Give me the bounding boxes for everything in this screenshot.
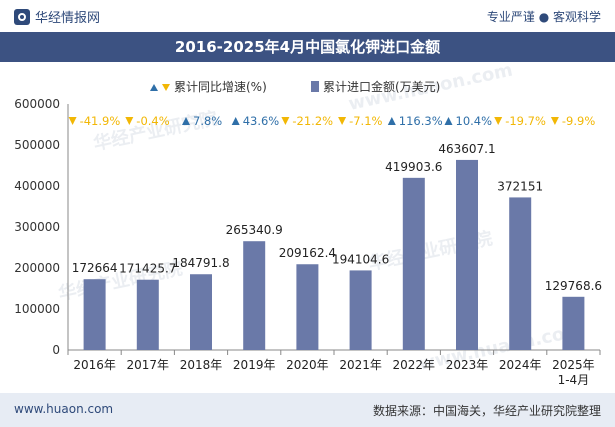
bar-value-label: 172664 [72, 261, 118, 275]
y-tick-label: 600000 [14, 97, 60, 111]
x-tick-label: 2022年 [393, 358, 436, 372]
x-tick-label: 2018年 [180, 358, 223, 372]
bar-value-label: 372151 [497, 179, 543, 193]
growth-down-triangle-icon [338, 117, 347, 125]
x-tick-label: 2023年 [446, 358, 489, 372]
chart-title: 2016-2025年4月中国氯化钾进口金额 [0, 32, 615, 62]
growth-up-triangle-icon [387, 117, 396, 125]
growth-value-label: -21.2% [292, 114, 333, 128]
bar [83, 279, 106, 350]
growth-up-triangle-icon [182, 117, 190, 125]
tagline: 专业严谨 ● 客观科学 [486, 10, 601, 24]
bar-value-label: 129768.6 [545, 279, 602, 293]
growth-value-label: 43.6% [243, 114, 280, 128]
growth-value-label: -19.7% [505, 114, 546, 128]
growth-down-triangle-icon [550, 117, 559, 125]
y-tick-label: 0 [52, 343, 60, 357]
x-tick-label: 2020年 [286, 358, 329, 372]
footer-website: www.huaon.com [14, 402, 114, 416]
bar-value-label: 419903.6 [385, 160, 442, 174]
growth-value-label: 7.8% [193, 114, 222, 128]
growth-value-label: -0.4% [136, 114, 169, 128]
bar-value-label: 194104.6 [332, 252, 389, 266]
legend-up-triangle-icon [150, 84, 158, 91]
bar-value-label: 184791.8 [172, 256, 229, 270]
growth-value-label: 116.3% [399, 114, 443, 128]
x-tick-label: 1-4月 [558, 373, 590, 387]
bar [243, 241, 266, 350]
growth-value-label: 10.4% [456, 114, 493, 128]
x-tick-label: 2025年 [552, 358, 595, 372]
bar [190, 274, 212, 350]
brand: 华经情报网 [14, 7, 100, 26]
brand-logo-icon [14, 8, 30, 25]
footer: www.huaon.com 数据来源：中国海关，华经产业研究院整理 [0, 393, 615, 427]
x-tick-label: 2017年 [127, 358, 170, 372]
legend-down-triangle-icon [162, 84, 170, 91]
growth-up-triangle-icon [231, 117, 240, 125]
growth-value-label: -41.9% [80, 114, 121, 128]
bar [456, 159, 478, 350]
x-tick-label: 2024年 [499, 358, 542, 372]
bar-value-label: 265340.9 [226, 223, 283, 237]
growth-down-triangle-icon [125, 117, 134, 125]
y-tick-label: 300000 [14, 220, 60, 234]
growth-value-label: -7.1% [349, 114, 382, 128]
growth-up-triangle-icon [444, 117, 453, 125]
growth-down-triangle-icon [494, 117, 503, 125]
bar [402, 177, 425, 350]
growth-down-triangle-icon [68, 117, 77, 125]
footer-source: 数据来源：中国海关，华经产业研究院整理 [372, 404, 601, 418]
x-tick-label: 2019年 [233, 358, 276, 372]
chart-canvas: 华经产业研究院www.huaon.com华经产业研究院www.huaon.com… [14, 60, 602, 387]
bar [349, 270, 372, 350]
bar-value-label: 463607.1 [438, 142, 495, 156]
growth-down-triangle-icon [281, 117, 290, 125]
bar [296, 264, 319, 350]
legend-amount-label: 累计进口金额(万美元) [323, 79, 440, 94]
brand-name: 华经情报网 [35, 11, 101, 26]
bar [562, 296, 585, 350]
legend-growth-label: 累计同比增速(%) [174, 80, 267, 94]
bar [136, 279, 159, 350]
bar-value-label: 209162.4 [279, 246, 336, 260]
growth-value-label: -9.9% [562, 114, 595, 128]
bar [509, 197, 532, 350]
legend-bar-swatch [311, 81, 319, 92]
y-tick-label: 100000 [14, 302, 60, 316]
bar-value-label: 171425.7 [119, 262, 176, 276]
top-bar: 华经情报网 专业严谨 ● 客观科学 [0, 0, 615, 32]
x-tick-label: 2016年 [73, 358, 116, 372]
y-tick-label: 400000 [14, 179, 60, 193]
y-tick-label: 500000 [14, 138, 60, 152]
y-tick-label: 200000 [14, 261, 60, 275]
x-tick-label: 2021年 [339, 358, 382, 372]
